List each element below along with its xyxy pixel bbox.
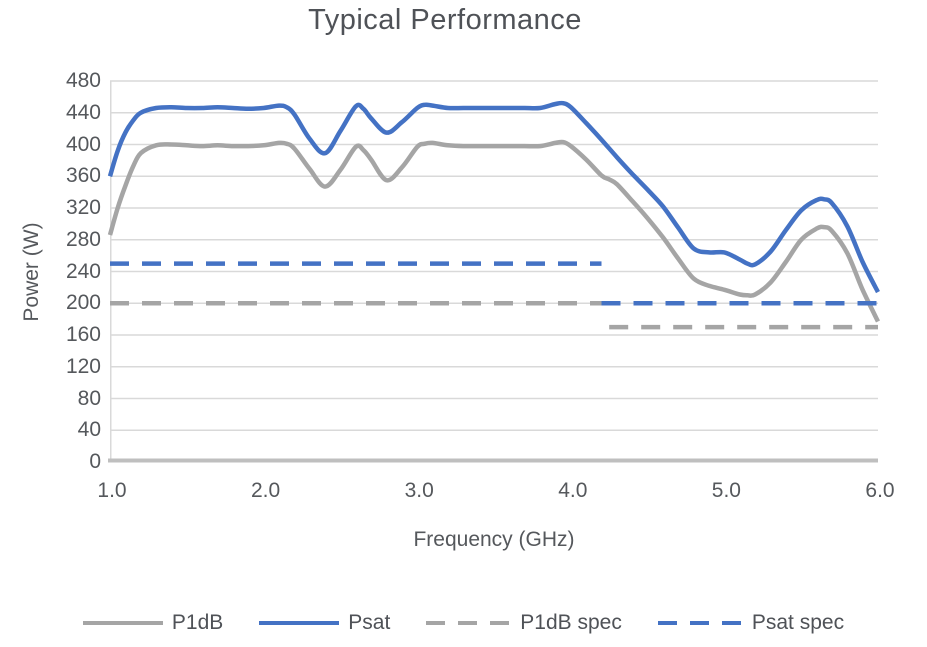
legend-label-psat: Psat [348, 611, 391, 634]
legend-swatch-psat-spec [657, 621, 743, 625]
y-tick-label-440: 440 [65, 100, 101, 124]
x-tick-label-5.0: 5.0 [711, 479, 741, 502]
legend-swatch-p1db-spec [426, 621, 512, 625]
legend-item-p1db-spec: P1dB spec [426, 611, 622, 635]
y-tick-label-40: 40 [77, 418, 101, 442]
legend-label-p1db-spec: P1dB spec [520, 611, 622, 634]
y-tick-label-120: 120 [65, 354, 101, 378]
y-tick-label-240: 240 [65, 259, 101, 283]
legend-item-psat-spec: Psat spec [657, 611, 845, 635]
legend-item-psat: Psat [259, 611, 390, 635]
series-line-p1db [107, 139, 881, 323]
y-tick-label-160: 160 [65, 323, 101, 346]
y-tick-label-80: 80 [77, 386, 101, 410]
x-axis-title: Frequency (GHz) [413, 528, 575, 551]
chart-legend: P1dB Psat P1dB spec Psat spec [0, 606, 927, 640]
y-tick-label-0: 0 [89, 450, 101, 473]
legend-label-psat-spec: Psat spec [751, 611, 845, 634]
y-tick-label-400: 400 [65, 132, 101, 156]
chart-title: Typical Performance [308, 4, 582, 36]
legend-swatch-psat [259, 621, 340, 625]
legend-item-p1db: P1dB [82, 611, 224, 635]
y-tick-label-320: 320 [65, 196, 101, 219]
y-tick-label-200: 200 [65, 291, 101, 315]
x-tick-label-4.0: 4.0 [558, 479, 588, 502]
y-tick-label-360: 360 [65, 164, 101, 188]
series-line-psat [107, 100, 880, 294]
legend-swatch-p1db [82, 621, 163, 625]
x-tick-label-6.0: 6.0 [865, 479, 895, 502]
y-tick-label-280: 280 [65, 227, 101, 251]
legend-label-p1db: P1dB [171, 611, 224, 634]
x-tick-label-3.0: 3.0 [404, 479, 434, 502]
y-axis-title: Power (W) [20, 222, 43, 322]
x-tick-label-2.0: 2.0 [250, 479, 281, 502]
y-tick-label-480: 480 [65, 69, 101, 92]
x-tick-label-1.0: 1.0 [97, 479, 127, 502]
